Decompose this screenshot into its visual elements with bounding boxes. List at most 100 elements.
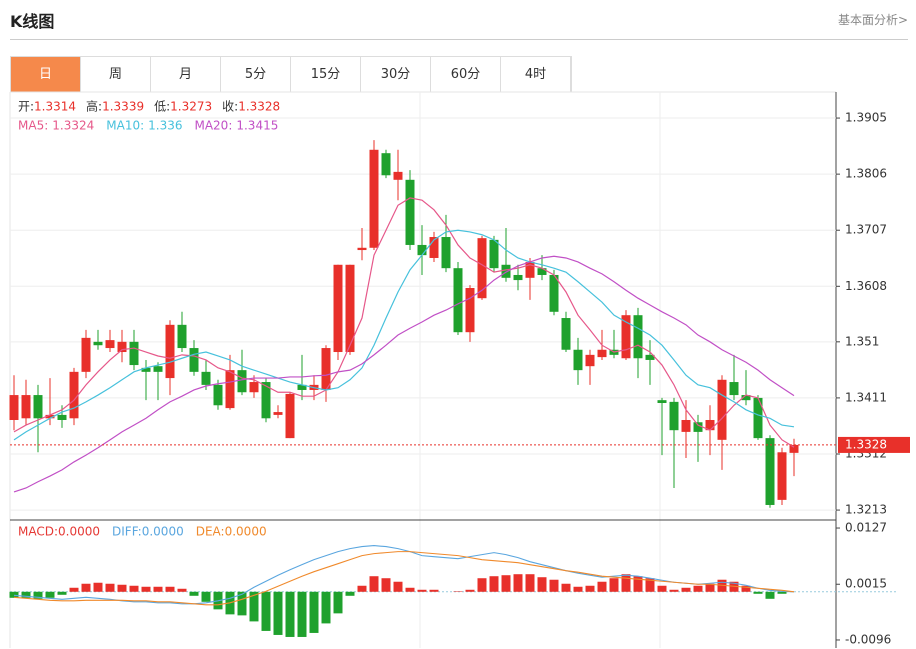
macd-bar [69,587,79,592]
macd-bar [381,578,391,592]
macd-bar [393,581,403,592]
candle-body [141,367,151,372]
macd-bar [477,578,487,592]
macd-bar [657,585,667,592]
candle-body [273,412,283,415]
candle-body [573,349,583,371]
period-tab[interactable]: 月 [151,57,221,92]
candle-body [117,341,127,353]
period-tab[interactable]: 5分 [221,57,291,92]
macd-tick-label: 0.0015 [845,577,887,591]
macd-bar [93,582,103,592]
candle-body [297,384,307,390]
candle-body [261,382,271,419]
macd-bar [285,591,295,637]
candle-body [381,153,391,176]
y-tick-label: 1.3312 [845,446,887,460]
legend-value: 1.336 [148,119,182,133]
period-tab[interactable]: 4时 [501,57,571,92]
macd-bar [693,585,703,592]
period-tab[interactable]: 30分 [361,57,431,92]
candle-body [441,237,451,269]
legend-value: 1.3415 [236,119,278,133]
candle-body [513,274,523,281]
macd-bar [297,591,307,637]
current-price-box [838,436,910,453]
macd-bar [21,591,31,598]
candle-body [705,419,715,431]
candle-body [753,397,763,439]
macd-bar [777,591,787,594]
candle-body [681,419,691,432]
ohlc-value: 1.3328 [238,100,280,114]
macd-legend-value: 0.0000 [58,525,100,539]
macd-bar [309,591,319,633]
macd-bar [741,585,751,592]
y-tick-label: 1.3213 [845,503,887,517]
candle-body [453,268,463,333]
candle-body [501,264,511,278]
macd-bar [597,581,607,592]
macd-bar [645,578,655,592]
macd-bar [189,591,199,596]
macd-bar [453,591,463,592]
macd-bar [501,575,511,592]
candle-body [153,366,163,372]
y-tick-label: 1.3806 [845,167,887,181]
ohlc-label: 低: [154,100,170,114]
ohlc-value: 1.3314 [34,100,76,114]
macd-bar [345,591,355,596]
macd-bar [369,576,379,592]
period-tab[interactable]: 周 [81,57,151,92]
macd-bar [753,591,763,594]
macd-bar [261,591,271,631]
candle-body [549,274,559,312]
macd-legend-name: DIFF: [112,525,142,539]
period-tab[interactable]: 15分 [291,57,361,92]
candle-body [465,288,475,333]
macd-bar [45,591,55,598]
macd-bar [573,586,583,592]
candle-body [633,315,643,359]
candle-body [357,247,367,251]
macd-bar [153,586,163,592]
candle-body [489,239,499,269]
ma-line [13,229,795,441]
candle-body [333,264,343,353]
macd-bar [357,585,367,592]
macd-bar [141,586,151,592]
macd-bar [33,591,43,599]
fundamentals-link[interactable]: 基本面分析> [837,13,908,27]
candle-body [789,444,799,453]
macd-bar [525,574,535,592]
macd-bar [465,589,475,592]
macd-legend-name: DEA: [196,525,225,539]
period-tab[interactable]: 日 [11,57,81,92]
macd-bar [561,583,571,592]
candle-body [69,371,79,419]
candle-body [597,349,607,358]
period-tab[interactable]: 60分 [431,57,501,92]
ma-line [13,197,795,448]
candle-body [201,371,211,385]
candle-body [45,414,55,419]
macd-bar [513,574,523,592]
macd-bar [213,591,223,610]
y-tick-label: 1.3608 [845,279,887,293]
candle-body [693,422,703,432]
ohlc-value: 1.3273 [170,100,212,114]
macd-bar [405,587,415,592]
ohlc-label: 开: [18,100,34,114]
legend-value: 1.3324 [52,119,94,133]
macd-bar [237,591,247,616]
macd-bar [165,586,175,592]
candle-body [765,438,775,505]
candle-body [561,318,571,350]
y-tick-label: 1.3411 [845,390,887,404]
candle-body [717,379,727,440]
candle-body [33,395,43,419]
candle-body [165,324,175,379]
macd-bar [429,589,439,592]
